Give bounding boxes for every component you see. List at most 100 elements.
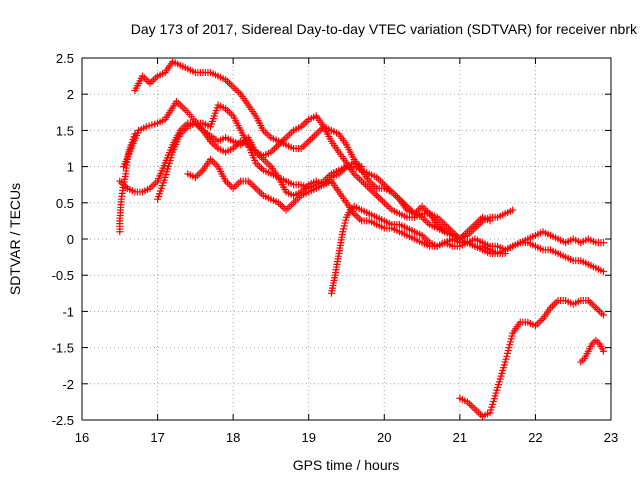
- data-point-trail: [489, 213, 499, 221]
- data-point-trail: [148, 74, 160, 86]
- data-point-trail: [481, 240, 492, 249]
- data-point-trail: [352, 172, 364, 183]
- data-point-trail: [344, 143, 357, 161]
- data-point-trail: [322, 172, 333, 183]
- data-point-trail: [587, 236, 597, 245]
- data-point-trail: [239, 138, 250, 148]
- data-point-trail: [208, 157, 220, 169]
- data-point-trail: [322, 178, 333, 187]
- data-point-trail: [277, 138, 288, 148]
- data-point-trail: [314, 125, 326, 136]
- series-track-8: [577, 336, 607, 366]
- data-point-trail: [586, 342, 595, 353]
- data-point-trail: [155, 176, 168, 200]
- data-point-trail: [299, 117, 311, 129]
- data-point-trail: [284, 201, 296, 212]
- axis-ticks: 16 17 18 19 20 21 22 23 2.5 2 1.5 1 0.5 0 -0.5 -1 -1.5 -2…: [52, 51, 619, 445]
- data-point-trail: [428, 211, 439, 220]
- data-point-trail: [420, 215, 432, 227]
- data-point-trail: [557, 251, 567, 260]
- y-tick-label: 0: [67, 232, 74, 247]
- data-point-trail: [572, 298, 582, 307]
- data-point-trail: [353, 164, 363, 173]
- data-point-trail: [375, 184, 386, 192]
- data-point-trail: [375, 175, 386, 187]
- data-point-trail: [193, 121, 205, 133]
- data-point: [501, 249, 509, 257]
- data-point-trail: [383, 218, 393, 227]
- data-point-trail: [557, 297, 567, 305]
- data-point-trail: [587, 262, 597, 271]
- data-point-trail: [307, 182, 318, 191]
- data-point-trail: [519, 236, 529, 245]
- data-point-trail: [156, 70, 167, 79]
- data-point-trail: [383, 186, 393, 195]
- data-point: [599, 239, 607, 247]
- data-point-trail: [116, 220, 124, 233]
- data-point-trail: [344, 208, 353, 219]
- data-point-trail: [572, 236, 582, 245]
- data-point: [599, 311, 607, 319]
- data-point: [509, 206, 517, 214]
- data-point-trail: [383, 224, 393, 232]
- x-axis-label: GPS time / hours: [293, 457, 400, 473]
- data-point-trail: [368, 171, 378, 180]
- data-point-trail: [360, 217, 371, 225]
- data-point-trail: [186, 66, 197, 75]
- data-point-trail: [171, 59, 182, 68]
- data-point-trail: [307, 178, 318, 187]
- data-point-trail: [194, 68, 204, 76]
- data-point-trail: [285, 189, 295, 198]
- data-point-trail: [336, 150, 349, 165]
- data-point-trail: [339, 216, 350, 233]
- data-point-trail: [436, 240, 446, 249]
- data-point-trail: [473, 242, 484, 250]
- data-point-trail: [332, 252, 342, 276]
- y-tick-label: 1.5: [56, 123, 74, 138]
- data-point-trail: [201, 120, 212, 130]
- data-point-trail: [504, 207, 514, 216]
- data-point-trail: [412, 204, 424, 216]
- data-point-trail: [238, 92, 251, 107]
- data-point-trail: [239, 135, 250, 147]
- data-point-trail: [116, 198, 125, 222]
- data-point-trail: [284, 128, 296, 140]
- data-point-trail: [397, 197, 409, 209]
- data-point-trail: [254, 161, 265, 172]
- data-point-trail: [186, 171, 197, 180]
- data-point-trail: [368, 211, 378, 220]
- series-track-7: [456, 297, 607, 420]
- data-point-trail: [549, 233, 560, 242]
- data-point-trail: [360, 167, 371, 177]
- data-point-trail: [502, 332, 516, 363]
- data-point-trail: [299, 183, 311, 194]
- data-point-trail: [496, 243, 507, 253]
- data-point-trail: [163, 60, 175, 74]
- data-point-trail: [245, 143, 259, 164]
- data-point-trail: [451, 242, 461, 250]
- data-point-trail: [597, 342, 606, 353]
- data-point-trail: [194, 119, 204, 127]
- chart-title: Day 173 of 2017, Sidereal Day-to-day VTE…: [131, 21, 638, 37]
- series-track-5: [154, 101, 607, 257]
- data-point-trail: [458, 230, 470, 241]
- data-point-trail: [564, 298, 575, 307]
- data-point-trail: [148, 179, 160, 191]
- data-point-trail: [145, 120, 159, 130]
- y-tick-label: 0.5: [56, 196, 74, 211]
- data-point-trail: [390, 207, 401, 216]
- data-point-trail: [178, 125, 190, 136]
- data-point-trail: [276, 201, 288, 212]
- x-tick-label: 20: [377, 430, 391, 445]
- data-point-trail: [504, 243, 514, 253]
- data-point-trail: [330, 128, 340, 137]
- data-point-trail: [458, 239, 469, 247]
- series-track-6: [327, 202, 509, 297]
- data-point-trail: [542, 229, 552, 238]
- data-point-trail: [481, 214, 492, 224]
- data-point-trail: [579, 297, 590, 305]
- data-point-trail: [217, 146, 227, 155]
- data-point-trail: [533, 316, 545, 328]
- data-point-trail: [352, 211, 364, 223]
- data-point-trail: [405, 233, 416, 242]
